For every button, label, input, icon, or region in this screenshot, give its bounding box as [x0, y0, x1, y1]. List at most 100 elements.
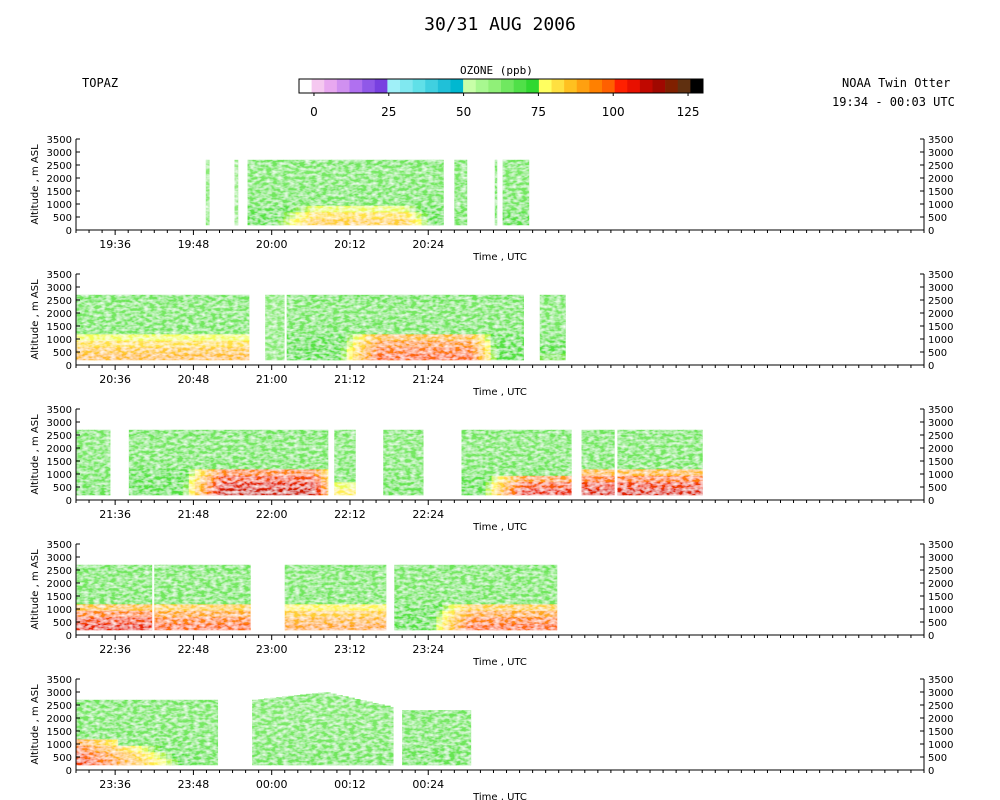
data-cell	[142, 340, 149, 348]
data-cell	[348, 737, 355, 746]
data-cell	[196, 333, 203, 341]
data-cell	[100, 468, 107, 476]
platform-label: NOAA Twin Otter	[842, 76, 951, 90]
data-cell	[378, 740, 385, 748]
x-tick-label: 22:24	[412, 508, 444, 521]
data-cell	[466, 218, 468, 226]
y-tick-label: 2000	[928, 444, 953, 455]
data-cell	[521, 468, 529, 476]
data-cell	[253, 159, 261, 167]
data-cell	[514, 327, 522, 335]
data-cell	[148, 616, 153, 624]
y-tick-label: 3500	[47, 135, 72, 146]
data-cell	[112, 346, 119, 354]
data-cell	[415, 172, 423, 180]
data-cell	[82, 738, 89, 746]
data-cell	[539, 346, 547, 354]
data-cell	[160, 706, 167, 714]
data-cell	[270, 744, 277, 752]
data-cell	[430, 590, 437, 598]
data-cell	[414, 753, 421, 760]
data-cell	[665, 468, 672, 476]
data-cell	[307, 192, 315, 200]
data-cell	[550, 590, 557, 598]
data-cell	[412, 590, 419, 598]
data-cell	[310, 340, 318, 348]
data-cell	[348, 744, 355, 752]
data-cell	[401, 455, 408, 463]
data-cell	[388, 346, 396, 354]
data-cell	[208, 346, 215, 354]
data-cell	[509, 488, 517, 496]
data-cell	[379, 192, 387, 200]
data-cell	[178, 719, 185, 727]
data-cell	[302, 488, 310, 496]
data-cell	[390, 724, 394, 731]
data-cell	[283, 340, 285, 348]
data-cell	[383, 468, 390, 476]
data-cell	[491, 481, 499, 489]
data-cell	[294, 757, 301, 766]
data-cell	[264, 725, 271, 733]
data-cell	[200, 468, 208, 476]
data-cell	[214, 712, 219, 720]
data-cell	[400, 590, 407, 598]
data-cell	[340, 327, 348, 335]
data-cell	[695, 436, 702, 444]
data-cell	[361, 159, 369, 167]
data-cell	[409, 218, 417, 226]
data-cell	[635, 488, 642, 496]
data-cell	[448, 294, 456, 302]
data-cell	[556, 597, 558, 605]
data-cell	[218, 442, 226, 450]
data-cell	[76, 712, 83, 720]
data-cell	[424, 327, 432, 335]
data-cell	[450, 732, 457, 738]
data-cell	[160, 571, 167, 579]
data-cell	[557, 481, 565, 489]
data-cell	[214, 706, 219, 714]
data-cell	[419, 449, 424, 457]
data-cell	[427, 192, 435, 200]
data-cell	[124, 353, 131, 361]
data-cell	[497, 481, 505, 489]
data-cell	[178, 616, 185, 624]
data-cell	[406, 571, 413, 579]
data-cell	[118, 294, 125, 302]
data-cell	[152, 468, 160, 476]
data-cell	[184, 301, 191, 309]
data-cell	[202, 340, 209, 348]
data-cell	[88, 488, 95, 496]
data-cell	[148, 725, 155, 733]
data-cell	[172, 603, 179, 611]
data-cell	[140, 468, 148, 476]
data-cell	[283, 333, 285, 341]
data-segment	[284, 564, 387, 631]
data-cell	[106, 738, 113, 746]
data-cell	[259, 166, 267, 174]
data-cell	[581, 436, 589, 444]
data-cell	[400, 577, 407, 585]
data-cell	[208, 751, 215, 759]
data-cell	[539, 481, 547, 489]
data-cell	[152, 481, 160, 489]
data-cell	[106, 462, 111, 470]
data-cell	[301, 218, 309, 226]
data-cell	[406, 623, 413, 631]
data-cell	[106, 719, 113, 727]
data-cell	[319, 198, 327, 206]
data-cell	[695, 488, 702, 496]
data-cell	[258, 738, 265, 746]
data-cell	[569, 442, 572, 450]
data-cell	[288, 737, 295, 745]
data-cell	[236, 481, 244, 489]
data-cell	[605, 436, 613, 444]
data-cell	[336, 736, 343, 745]
data-cell	[118, 745, 125, 753]
data-cell	[277, 172, 285, 180]
data-cell	[270, 717, 277, 726]
data-cell	[286, 301, 294, 309]
data-cell	[328, 353, 336, 361]
data-cell	[521, 462, 529, 470]
data-cell	[342, 723, 349, 732]
